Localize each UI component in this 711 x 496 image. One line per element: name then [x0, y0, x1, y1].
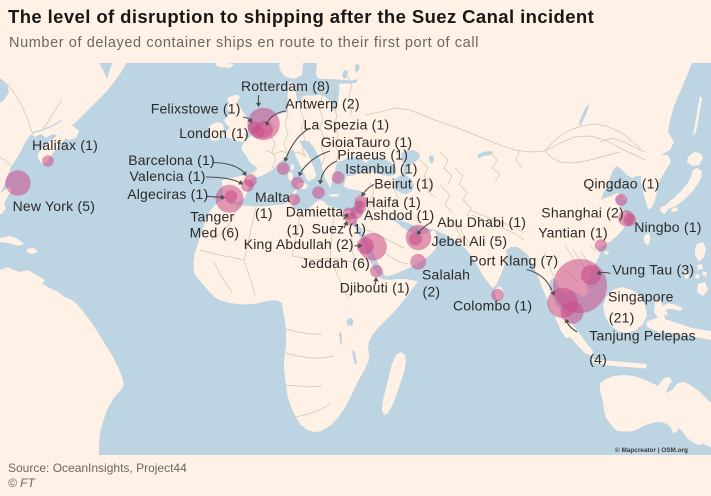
svg-text:Djibouti (1): Djibouti (1) — [340, 279, 410, 295]
svg-text:Jebel Ali (5): Jebel Ali (5) — [432, 233, 508, 249]
svg-text:Rotterdam (8): Rotterdam (8) — [241, 78, 330, 94]
svg-text:Colombo (1): Colombo (1) — [453, 298, 532, 314]
svg-text:Vung Tau (3): Vung Tau (3) — [612, 261, 694, 277]
svg-text:Antwerp (2): Antwerp (2) — [285, 96, 360, 112]
svg-text:Damietta: Damietta — [286, 204, 344, 220]
svg-text:King Abdullah (2): King Abdullah (2) — [244, 236, 354, 252]
svg-text:Valencia (1): Valencia (1) — [130, 168, 206, 184]
svg-text:Yantian (1): Yantian (1) — [538, 225, 608, 241]
svg-text:GioiaTauro (1): GioiaTauro (1) — [321, 134, 413, 150]
svg-text:La Spezia (1): La Spezia (1) — [304, 117, 390, 133]
svg-text:Salalah: Salalah — [422, 267, 470, 283]
svg-text:Barcelona (1): Barcelona (1) — [128, 152, 215, 168]
svg-text:Piraeus (1): Piraeus (1) — [337, 147, 408, 163]
svg-text:(21): (21) — [609, 310, 635, 326]
svg-text:Port Klang (7): Port Klang (7) — [469, 253, 558, 269]
svg-text:Ashdod (1): Ashdod (1) — [364, 207, 434, 223]
svg-text:Haifa (1): Haifa (1) — [366, 194, 421, 210]
svg-text:(1): (1) — [255, 205, 273, 221]
svg-text:© Mapcreator | OSM.org: © Mapcreator | OSM.org — [615, 446, 688, 454]
svg-text:Qingdao (1): Qingdao (1) — [583, 175, 659, 191]
svg-text:Suez (1): Suez (1) — [312, 221, 367, 237]
svg-text:Tanjung Pelepas: Tanjung Pelepas — [589, 328, 696, 344]
svg-text:(2): (2) — [423, 284, 441, 300]
svg-text:Singapore: Singapore — [608, 289, 674, 305]
svg-text:London (1): London (1) — [179, 125, 249, 141]
svg-text:New York (5): New York (5) — [13, 198, 96, 214]
svg-text:(1): (1) — [287, 221, 305, 237]
svg-text:Halifax (1): Halifax (1) — [32, 137, 98, 153]
svg-text:Jeddah (6): Jeddah (6) — [301, 255, 370, 271]
svg-text:Malta: Malta — [255, 189, 290, 205]
svg-text:Felixstowe (1): Felixstowe (1) — [151, 101, 241, 117]
svg-text:Istanbul (1): Istanbul (1) — [345, 161, 417, 177]
svg-text:Algeciras (1): Algeciras (1) — [127, 186, 208, 202]
svg-text:Shanghai (2): Shanghai (2) — [541, 204, 624, 220]
svg-text:(4): (4) — [589, 351, 607, 367]
svg-text:Abu Dhabi (1): Abu Dhabi (1) — [437, 214, 526, 230]
svg-text:Beirut (1): Beirut (1) — [374, 176, 434, 192]
svg-text:Tanger: Tanger — [190, 208, 234, 224]
svg-text:Med (6): Med (6) — [190, 225, 240, 241]
svg-text:Ningbo (1): Ningbo (1) — [634, 219, 701, 235]
